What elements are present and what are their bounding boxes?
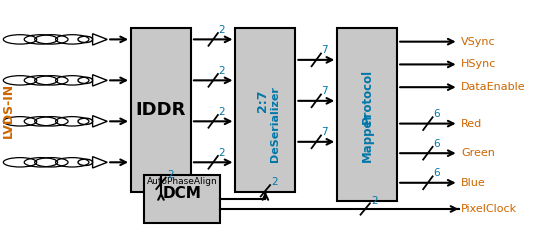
Text: 7: 7 <box>322 86 328 96</box>
Text: VSync: VSync <box>461 37 496 47</box>
Text: DeSerializer: DeSerializer <box>270 86 280 161</box>
Text: 2: 2 <box>218 148 225 158</box>
Bar <box>337 28 397 201</box>
Text: 2:7: 2:7 <box>256 90 270 112</box>
Text: Green: Green <box>461 148 495 158</box>
Text: 7: 7 <box>322 45 328 55</box>
Text: LVDS-IN: LVDS-IN <box>2 82 15 137</box>
Text: 2: 2 <box>218 66 225 76</box>
Text: 6: 6 <box>433 109 440 119</box>
Text: 6: 6 <box>433 139 440 149</box>
Text: IDDR: IDDR <box>136 101 186 119</box>
Text: 2: 2 <box>218 25 225 35</box>
Text: 2: 2 <box>272 177 278 187</box>
Text: HSync: HSync <box>461 60 496 69</box>
Text: 2: 2 <box>167 170 174 180</box>
Text: AutoPhaseAlign: AutoPhaseAlign <box>147 177 217 186</box>
Text: DataEnable: DataEnable <box>461 82 526 92</box>
Text: Mapper: Mapper <box>361 112 374 162</box>
Text: Red: Red <box>461 119 482 129</box>
Bar <box>131 28 191 192</box>
Text: 2: 2 <box>371 196 378 206</box>
Text: PixelClock: PixelClock <box>461 204 517 214</box>
Text: 7: 7 <box>322 127 328 137</box>
Text: DCM: DCM <box>162 185 201 201</box>
Text: Protocol: Protocol <box>361 69 374 124</box>
Text: 2: 2 <box>218 107 225 117</box>
Text: 6: 6 <box>433 168 440 178</box>
Text: Blue: Blue <box>461 178 486 188</box>
Bar <box>144 175 220 223</box>
Bar <box>236 28 295 192</box>
